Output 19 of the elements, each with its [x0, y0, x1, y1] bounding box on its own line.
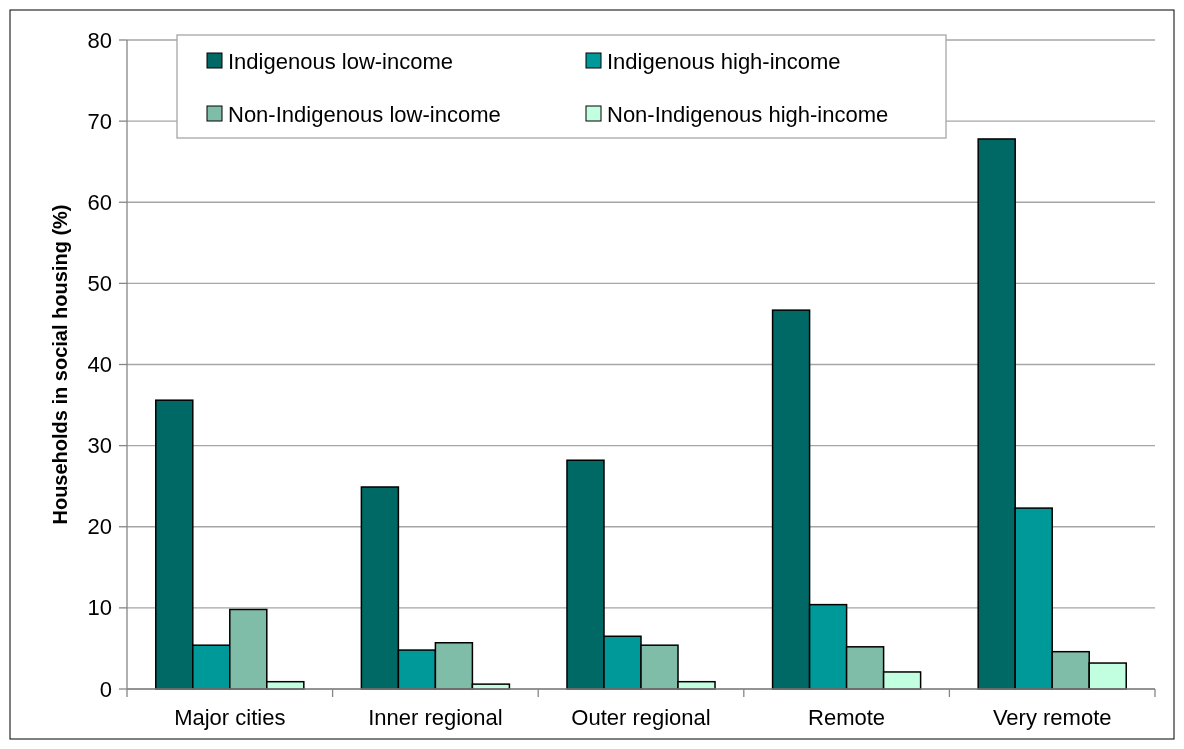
y-tick-label: 60	[87, 189, 112, 215]
y-tick-label: 80	[87, 27, 112, 53]
x-tick-label: Outer regional	[571, 704, 711, 730]
x-tick-label: Inner regional	[368, 704, 503, 730]
y-tick-label: 50	[87, 270, 112, 296]
y-tick-label: 30	[87, 433, 112, 459]
y-tick-label: 10	[87, 595, 112, 621]
legend-label: Indigenous low-income	[228, 48, 454, 74]
y-tick-label: 40	[87, 352, 112, 377]
x-tick-label: Very remote	[992, 704, 1112, 730]
y-tick-label: 20	[87, 514, 112, 540]
legend-label: Non-Indigenous low-income	[228, 101, 501, 127]
legend-label: Indigenous high-income	[607, 48, 841, 74]
y-tick-label: 0	[99, 676, 112, 702]
x-tick-label: Major cities	[174, 704, 286, 730]
x-tick-label: Remote	[808, 704, 886, 730]
legend-label: Non-Indigenous high-income	[607, 101, 889, 127]
y-axis-title: Households in social housing (%)	[49, 204, 71, 525]
y-tick-label: 70	[87, 108, 112, 134]
